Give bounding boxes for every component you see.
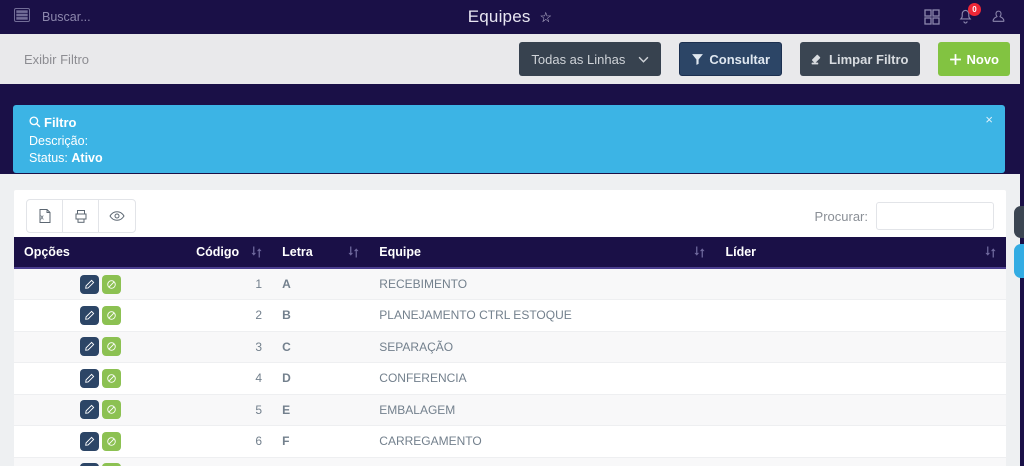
svg-text:X: X bbox=[40, 216, 44, 222]
